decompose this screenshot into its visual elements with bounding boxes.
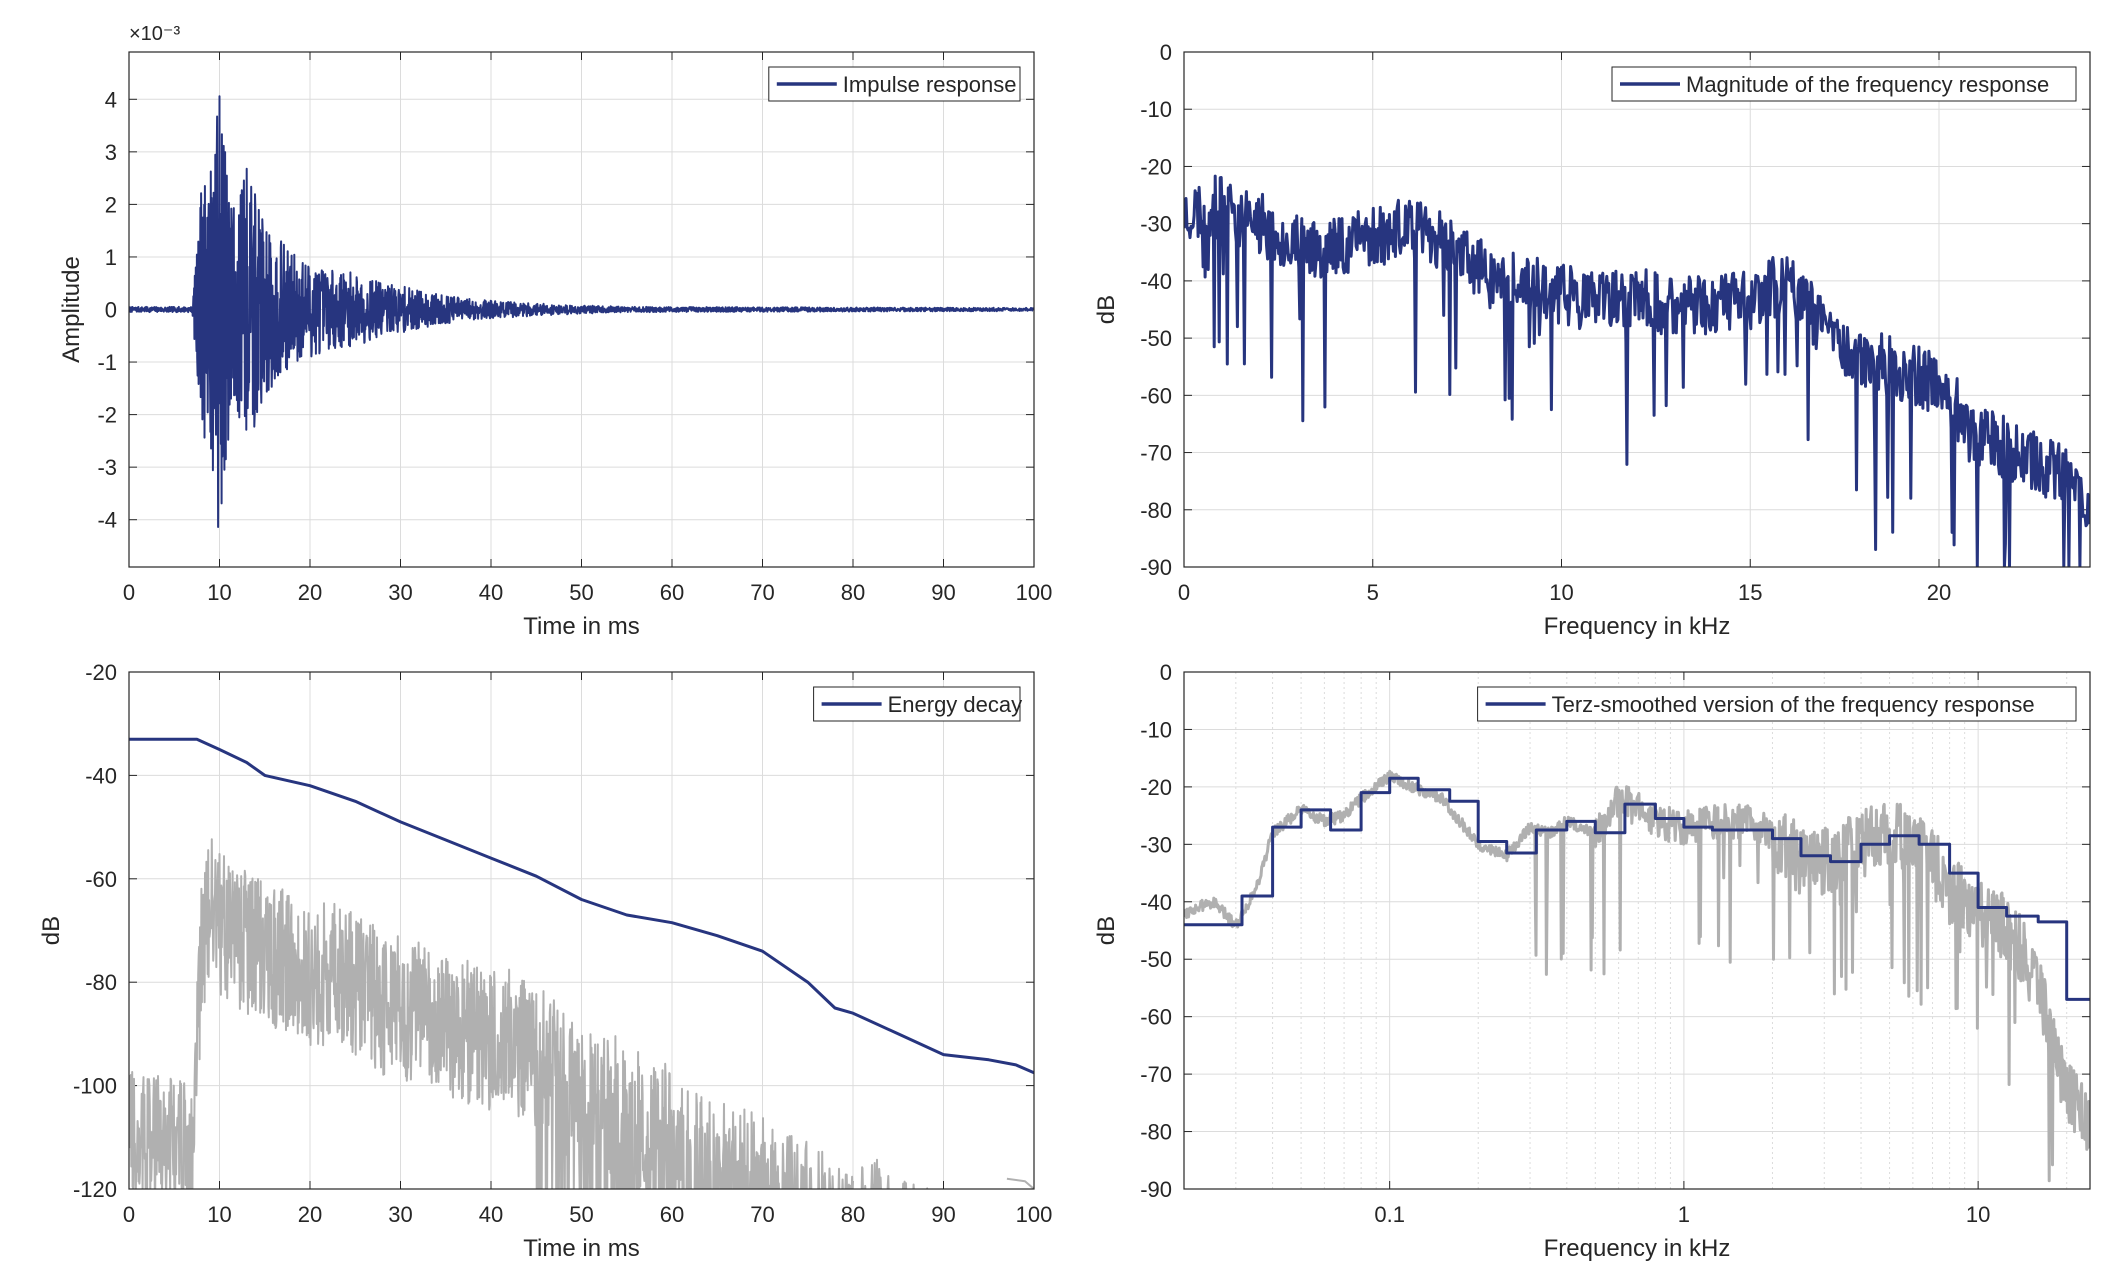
x-axis-label: Time in ms [523,1235,639,1262]
axes-box [1183,51,2091,568]
legend-label: Impulse response [843,72,1017,97]
y-tick-label: -80 [85,970,117,995]
x-tick-label: 50 [569,580,593,605]
x-tick-label: 30 [388,1202,412,1227]
axes-box [128,51,1035,568]
y-tick-label: -20 [85,660,117,685]
legend: Magnitude of the frequency response [1611,66,2077,102]
x-tick-label: 80 [841,1202,865,1227]
x-tick-label: 10 [1549,580,1573,605]
x-tick-label: 10 [1966,1202,1990,1227]
y-axis-label: dB [1093,295,1120,324]
y-tick-label: 0 [105,298,117,323]
y-tick-label: -70 [1140,441,1172,466]
legend: Terz-smoothed version of the frequency r… [1477,686,2077,722]
x-tick-label: 1 [1678,1202,1690,1227]
x-tick-label: 90 [931,580,955,605]
x-tick-label: 20 [298,580,322,605]
y-tick-label: -30 [1140,832,1172,857]
x-tick-label: 60 [660,580,684,605]
y-tick-label: -40 [1140,890,1172,915]
x-tick-label: 90 [931,1202,955,1227]
y-tick-label: -30 [1140,212,1172,237]
x-tick-label: 10 [207,580,231,605]
x-tick-label: 70 [750,1202,774,1227]
y-tick-label: -4 [97,508,117,533]
impulse-response-panel: 0 10 20 30 40 50 60 70 80 90 100 -4 -3 -2 -1 0 1 2 3 4 Time … [58,23,1052,640]
raw-response-gray [1184,769,2090,1183]
y-tick-label: -90 [1140,1177,1172,1202]
y-tick-label: -3 [97,455,117,480]
x-axis-label: Frequency in kHz [1544,1235,1731,1262]
axis-exponent-label: ×10⁻³ [129,23,180,45]
x-tick-label: 100 [1016,580,1053,605]
x-tick-label: 100 [1016,1202,1053,1227]
terz-smoothed-response-panel: 0.1 1 10 0 -10 -20 -30 -40 -50 -60 -70 -80 -90 Freque… [1093,660,2091,1262]
x-tick-label: 0 [1178,580,1190,605]
magnitude-response-line [1184,174,2090,567]
y-tick-label: -60 [1140,383,1172,408]
y-tick-label: -20 [1140,775,1172,800]
x-tick-label: 70 [750,580,774,605]
x-tick-label: 80 [841,580,865,605]
legend-label: Terz-smoothed version of the frequency r… [1552,692,2035,717]
legend: Impulse response [768,66,1021,102]
y-tick-label: -80 [1140,498,1172,523]
terz-smoothed-line [1184,776,2090,1001]
magnitude-response-panel: 0 5 10 15 20 0 -10 -20 -30 -40 -50 -60 -70 -80 -90 Freq… [1093,40,2091,640]
y-axis-label: Amplitude [58,256,85,363]
y-tick-label: 2 [105,192,117,217]
y-tick-label: 0 [1160,660,1172,685]
axes-box [128,671,1035,1190]
y-tick-label: -1 [97,350,117,375]
legend-label: Magnitude of the frequency response [1686,72,2049,97]
x-tick-label: 0 [123,1202,135,1227]
impulse-response-line [129,95,1034,528]
x-tick-label: 40 [479,580,503,605]
y-tick-label: 4 [105,87,117,112]
x-axis-label: Time in ms [523,613,639,640]
energy-curve-gray-tail [1006,1177,1034,1189]
y-tick-label: -120 [73,1177,117,1202]
energy-decay-line [129,737,1034,1075]
x-tick-label: 15 [1738,580,1762,605]
y-tick-label: -70 [1140,1062,1172,1087]
x-tick-label: 30 [388,580,412,605]
legend: Energy decay [813,686,1023,722]
x-tick-label: 60 [660,1202,684,1227]
y-tick-label: -60 [85,867,117,892]
x-tick-label: 0 [123,580,135,605]
y-axis-label: dB [1093,916,1120,945]
x-tick-label: 40 [479,1202,503,1227]
y-tick-label: -50 [1140,947,1172,972]
y-tick-label: -10 [1140,97,1172,122]
axes-box [1183,671,2091,1190]
y-tick-label: -100 [73,1074,117,1099]
energy-decay-panel: 0 10 20 30 40 50 60 70 80 90 100 -20 -40 -60 -80 -100 -1… [38,660,1052,1262]
x-tick-label: 50 [569,1202,593,1227]
y-tick-label: -20 [1140,154,1172,179]
y-tick-label: -10 [1140,717,1172,742]
x-tick-label: 20 [298,1202,322,1227]
x-axis-label: Frequency in kHz [1544,613,1731,640]
x-tick-label: 5 [1367,580,1379,605]
y-axis-label: dB [38,916,65,945]
y-tick-label: -60 [1140,1005,1172,1030]
y-tick-label: 0 [1160,40,1172,65]
x-tick-label: 10 [207,1202,231,1227]
energy-curve-gray [129,838,929,1189]
y-tick-label: 3 [105,140,117,165]
x-tick-label: 20 [1927,580,1951,605]
y-tick-label: 1 [105,245,117,270]
x-tick-label: 0.1 [1374,1202,1405,1227]
y-tick-label: -40 [1140,269,1172,294]
y-tick-label: -50 [1140,326,1172,351]
y-tick-label: -40 [85,763,117,788]
y-tick-label: -2 [97,403,117,428]
legend-label: Energy decay [888,692,1023,717]
y-tick-label: -90 [1140,555,1172,580]
y-tick-label: -80 [1140,1120,1172,1145]
